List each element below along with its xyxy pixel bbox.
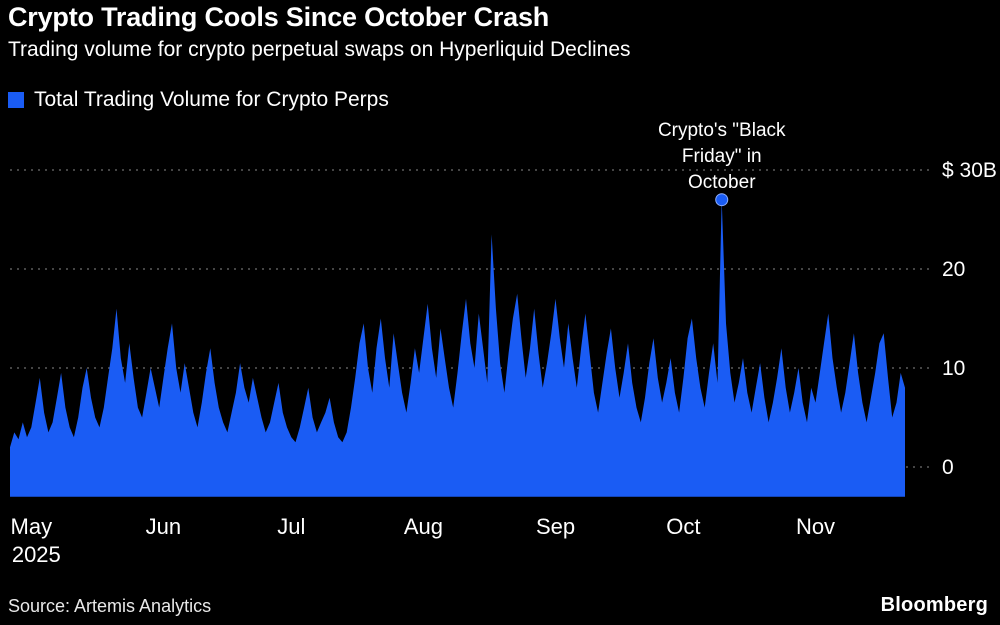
legend-label: Total Trading Volume for Crypto Perps: [34, 88, 389, 111]
y-axis-label: 10: [942, 357, 965, 380]
x-axis-label: Aug: [404, 514, 443, 539]
annotation-line: October: [687, 172, 756, 193]
x-axis-label: Nov: [796, 514, 835, 539]
x-axis-label: Sep: [536, 514, 575, 539]
chart-annotation: Crypto's "Black Friday" in October: [622, 118, 822, 196]
y-axis-label: 20: [942, 258, 965, 281]
x-axis-year-label: 2025: [12, 542, 61, 567]
annotation-line: Crypto's "Black: [657, 120, 786, 141]
annotation-line: Friday" in: [681, 146, 762, 167]
x-axis-label: Jul: [277, 514, 305, 539]
chart-title: Crypto Trading Cools Since October Crash: [8, 2, 550, 32]
annotation-dot: [715, 193, 729, 207]
y-axis-label: $ 30B: [942, 159, 997, 182]
x-axis-label: May: [11, 514, 53, 539]
chart-subtitle: Trading volume for crypto perpetual swap…: [8, 38, 631, 61]
x-axis-label: Jun: [146, 514, 181, 539]
source-credit: Source: Artemis Analytics: [8, 596, 212, 616]
area-chart: $ 30B 20 10 0 May Jun Jul Aug Sep Oct Nov 2025: [10, 159, 997, 567]
legend: Total Trading Volume for Crypto Perps: [8, 88, 389, 112]
legend-swatch-icon: [8, 92, 24, 108]
x-axis-label: Oct: [666, 514, 700, 539]
y-axis-label: 0: [942, 456, 954, 479]
area-series: [10, 199, 905, 497]
bloomberg-logo: Bloomberg: [880, 594, 988, 616]
